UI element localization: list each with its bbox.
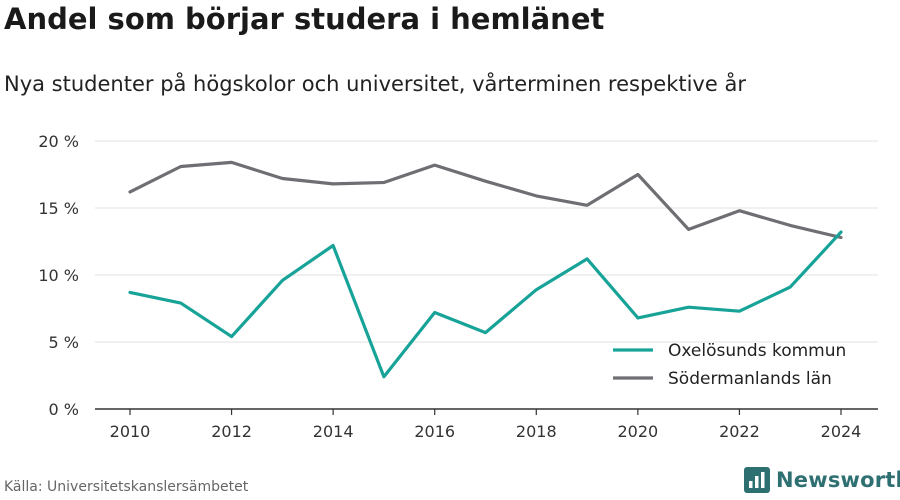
y-tick-label: 0 % bbox=[49, 400, 79, 419]
brand-mark: Newsworthy bbox=[744, 467, 900, 493]
x-tick-label: 2018 bbox=[516, 422, 557, 441]
legend-label: Södermanlands län bbox=[668, 369, 832, 389]
source-note: Källa: Universitetskanslersämbetet bbox=[4, 479, 249, 495]
x-tick-label: 2012 bbox=[211, 422, 252, 441]
legend: Oxelösunds kommun Södermanlands län bbox=[613, 341, 846, 389]
x-tick-label: 2020 bbox=[617, 422, 658, 441]
brand-name: Newsworthy bbox=[776, 468, 900, 492]
y-tick-label: 15 % bbox=[38, 199, 79, 218]
grid-lines bbox=[95, 140, 878, 343]
series-line-1 bbox=[128, 230, 843, 379]
y-tick-label: 5 % bbox=[49, 333, 79, 352]
x-tick-label: 2016 bbox=[414, 422, 455, 441]
y-tick-label: 20 % bbox=[38, 132, 79, 151]
series-line-2 bbox=[128, 160, 843, 240]
chart-title: Andel som börjar studera i hemlänet bbox=[4, 2, 605, 36]
x-tick-label: 2010 bbox=[110, 422, 151, 441]
chart-subtitle: Nya studenter på högskolor och universit… bbox=[4, 72, 746, 96]
axes: 0 % 5 % 10 % 15 % 20 % 2010 2012 2014 2016 2018 20… bbox=[38, 132, 878, 441]
y-tick-label: 10 % bbox=[38, 266, 79, 285]
series-lines bbox=[128, 160, 843, 379]
x-tick-label: 2014 bbox=[313, 422, 354, 441]
x-tick-label: 2022 bbox=[719, 422, 760, 441]
bar-chart-logo-icon bbox=[744, 467, 770, 493]
legend-label: Oxelösunds kommun bbox=[668, 341, 846, 361]
x-tick-label: 2024 bbox=[821, 422, 862, 441]
